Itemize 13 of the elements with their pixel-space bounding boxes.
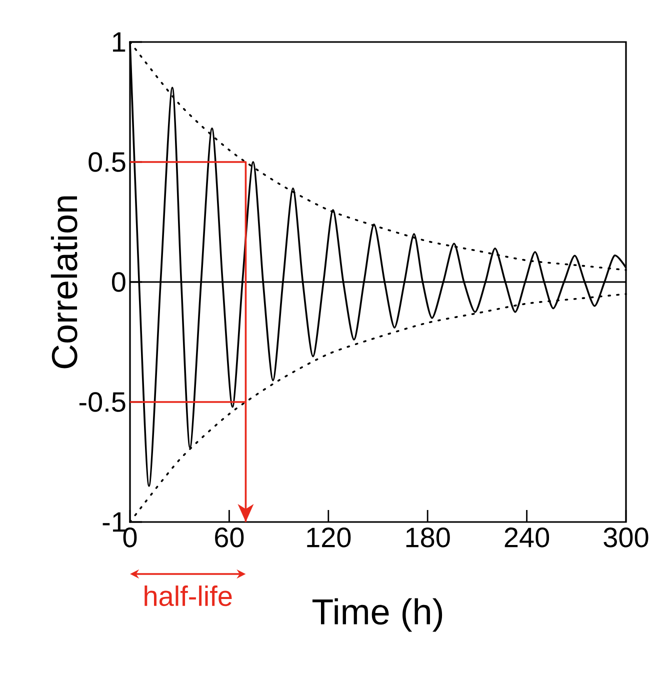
- y-tick-label: 0: [112, 272, 126, 292]
- y-axis-title: Correlation: [50, 196, 78, 368]
- y-tick-label: 0.5: [88, 152, 126, 172]
- x-axis-title: Time (h): [312, 598, 442, 632]
- x-tick-label: 180: [406, 528, 450, 548]
- x-tick-label: 240: [504, 528, 550, 548]
- y-tick-label: -0.5: [79, 392, 126, 412]
- y-tick-label: 1: [113, 32, 126, 52]
- x-tick-label: 300: [604, 528, 648, 548]
- x-tick-label: 60: [215, 528, 244, 548]
- text: half-life: [144, 586, 232, 606]
- y-tick-label: -1: [102, 512, 126, 532]
- x-tick-label: 120: [307, 528, 351, 548]
